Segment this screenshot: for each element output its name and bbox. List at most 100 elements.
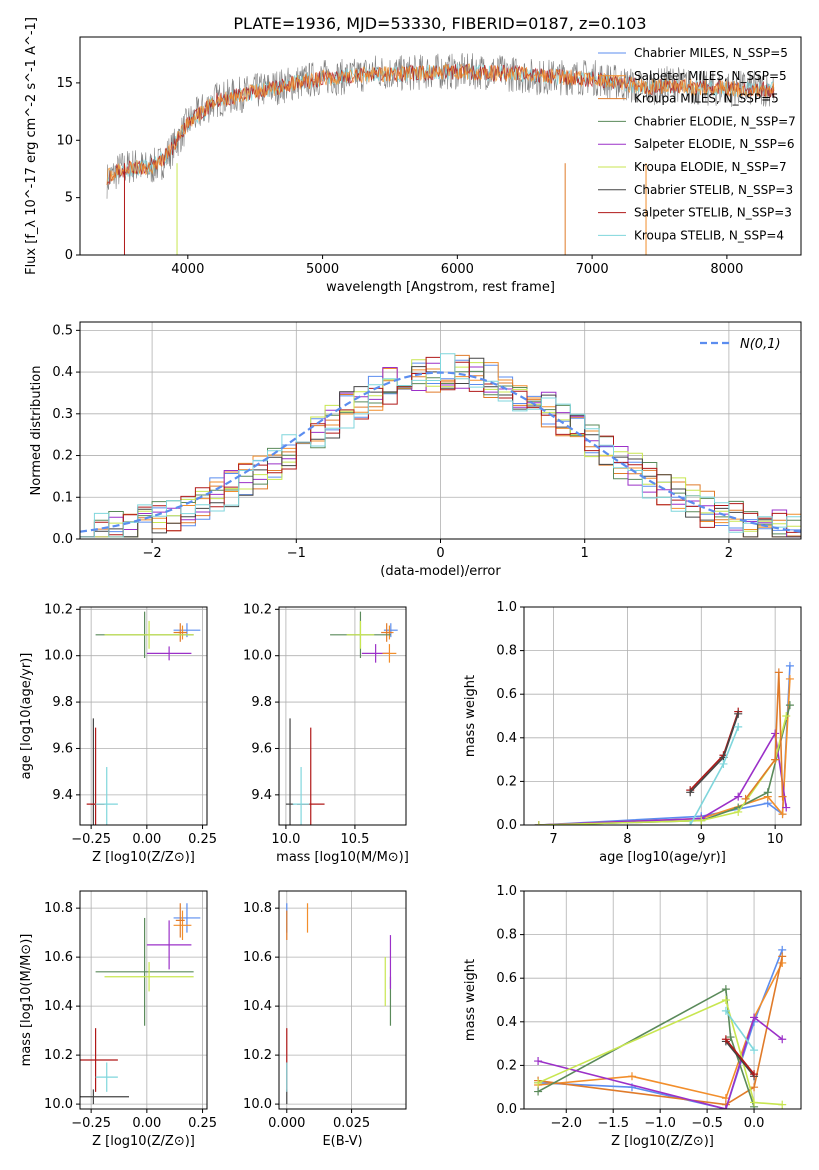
y-tick-label: 1.0 <box>496 600 517 615</box>
y-tick-label: 10.0 <box>44 1097 73 1112</box>
x-axis-label: mass [log10(M/M⊙)] <box>276 850 409 865</box>
panel-spectrum: 4000 5000 6000 7000 8000 0 5 10 15 wavelength [An… <box>24 17 802 295</box>
spectrum-model-line <box>106 62 775 186</box>
x-tick-label: 7000 <box>576 262 609 277</box>
x-tick-label: 0.0 <box>744 1116 765 1131</box>
weight-marker <box>721 1006 730 1015</box>
hist-legend: N(0,1) <box>700 337 781 352</box>
plot-area <box>80 353 801 538</box>
y-tick-label: 0.0 <box>496 818 517 833</box>
legend-label: Kroupa STELIB, N_SSP=4 <box>634 228 784 242</box>
y-tick-label: 9.6 <box>251 741 272 756</box>
y-tick-label: 9.6 <box>52 741 73 756</box>
panel-age_weight: 7 8 9 10 0.0 0.2 0.4 0.6 0.8 1.0 age [log10(age/yr… <box>463 600 802 865</box>
x-tick-label: 0.25 <box>188 832 217 847</box>
weight-marker <box>534 1087 543 1096</box>
y-tick-label: 0.8 <box>496 928 517 943</box>
weight-marker <box>750 1013 759 1022</box>
x-axis-label: Z [log10(Z/Z⊙)] <box>92 850 195 865</box>
weight-marker <box>686 821 695 825</box>
legend-label: Salpeter ELODIE, N_SSP=6 <box>634 137 795 151</box>
y-axis-label: age [log10(age/yr)] <box>19 653 34 780</box>
x-tick-label: −2 <box>143 546 162 561</box>
weight-line <box>538 731 787 825</box>
weight-marker <box>534 1057 543 1066</box>
x-tick-label: 7 <box>549 832 557 847</box>
panel-ebv_mass: 0.000 0.025 10.0 10.2 10.4 10.6 10.8 E(B-V) <box>243 890 407 1149</box>
x-tick-label: 0.25 <box>188 1116 217 1131</box>
weight-line <box>537 1016 783 1109</box>
plot-area <box>86 611 201 825</box>
legend-label: Salpeter MILES, N_SSP=5 <box>634 69 787 83</box>
axes-frame <box>523 606 802 826</box>
weight-line <box>725 1040 755 1077</box>
legend-label: Chabrier STELIB, N_SSP=3 <box>634 183 793 197</box>
weight-marker <box>719 759 728 768</box>
weight-line <box>725 1010 755 1051</box>
histogram-step-line <box>80 353 801 538</box>
weight-marker <box>778 792 787 801</box>
y-tick-label: 0.6 <box>496 971 517 986</box>
weight-line <box>689 711 739 791</box>
weight-marker <box>750 1098 759 1107</box>
y-tick-label: 0.4 <box>496 731 517 746</box>
x-tick-label: −0.25 <box>71 1116 111 1131</box>
y-tick-label: 1.0 <box>496 884 517 899</box>
weight-marker <box>778 952 787 961</box>
y-tick-label: 10.8 <box>243 901 272 916</box>
y-tick-label: 0.0 <box>496 1102 517 1117</box>
weight-marker <box>741 794 750 803</box>
panel-Z_mass: −0.25 0.00 0.25 10.0 10.2 10.4 10.6 10.8 Z [log1… <box>19 890 217 1149</box>
x-tick-label: −2.0 <box>550 1116 582 1131</box>
x-axis-label: E(B-V) <box>322 1134 362 1149</box>
y-tick-label: 10.4 <box>44 999 73 1014</box>
y-tick-label: 10.6 <box>44 950 73 965</box>
x-tick-label: 0.025 <box>333 1116 370 1131</box>
axes-frame <box>79 36 802 256</box>
y-tick-label: 0.8 <box>496 644 517 659</box>
y-tick-label: 10.2 <box>44 602 73 617</box>
x-tick-label: 1 <box>581 546 589 561</box>
weight-marker <box>785 661 794 670</box>
weight-marker <box>763 788 772 797</box>
spectrum-data-line <box>106 53 775 199</box>
y-axis-label: mass weight <box>463 959 478 1041</box>
weight-marker <box>774 668 783 677</box>
weight-marker <box>785 674 794 683</box>
y-tick-label: 0.6 <box>496 687 517 702</box>
weight-marker <box>534 1078 543 1087</box>
y-tick-label: 10.2 <box>243 1048 272 1063</box>
weight-marker <box>721 985 730 994</box>
weight-marker <box>734 807 743 816</box>
weight-marker <box>750 1046 759 1055</box>
x-tick-label: 10 <box>767 832 784 847</box>
weight-marker <box>771 755 780 764</box>
weight-line <box>537 956 783 1106</box>
legend-label: Salpeter STELIB, N_SSP=3 <box>634 206 792 220</box>
x-tick-label: −1.5 <box>597 1116 629 1131</box>
weight-marker <box>771 729 780 738</box>
y-tick-label: 0.2 <box>496 1058 517 1073</box>
weight-marker <box>734 709 743 718</box>
plot-area <box>286 903 392 1105</box>
weight-marker <box>534 821 543 825</box>
weight-line <box>725 1038 755 1075</box>
panel-residual_hist: −2 −1 0 1 2 0.0 0.1 0.2 0.3 0.4 0.5 (data-model)/er… <box>29 321 802 579</box>
plot-area <box>285 611 398 825</box>
normal-curve-line <box>80 371 801 533</box>
legend-label: Chabrier ELODIE, N_SSP=7 <box>634 114 796 128</box>
weight-marker <box>785 701 794 710</box>
weight-marker <box>778 1035 787 1044</box>
y-tick-label: 15 <box>56 76 73 91</box>
weight-marker <box>734 792 743 801</box>
weight-marker <box>778 1100 787 1109</box>
x-tick-label: −1 <box>287 546 306 561</box>
x-axis-label: (data-model)/error <box>380 564 501 579</box>
y-tick-label: 5 <box>65 191 73 206</box>
x-tick-label: 0.000 <box>268 1116 305 1131</box>
y-tick-label: 10.6 <box>243 950 272 965</box>
y-tick-label: 9.4 <box>251 788 272 803</box>
legend-label: Kroupa MILES, N_SSP=5 <box>634 92 779 106</box>
x-axis-label: Z [log10(Z/Z⊙)] <box>92 1134 195 1149</box>
x-tick-label: 8000 <box>710 262 743 277</box>
